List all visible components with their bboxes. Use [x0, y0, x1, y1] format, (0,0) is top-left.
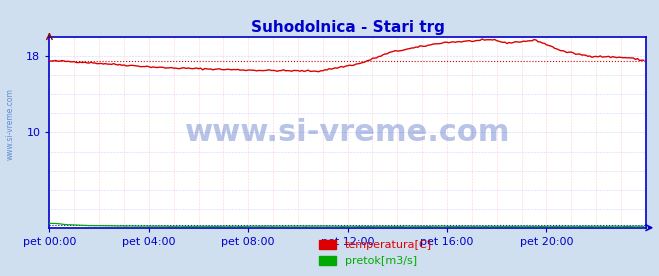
Text: www.si-vreme.com: www.si-vreme.com	[5, 88, 14, 160]
Text: www.si-vreme.com: www.si-vreme.com	[185, 118, 510, 147]
Title: Suhodolnica - Stari trg: Suhodolnica - Stari trg	[250, 20, 445, 35]
Legend: temperatura[C], pretok[m3/s]: temperatura[C], pretok[m3/s]	[315, 235, 436, 270]
